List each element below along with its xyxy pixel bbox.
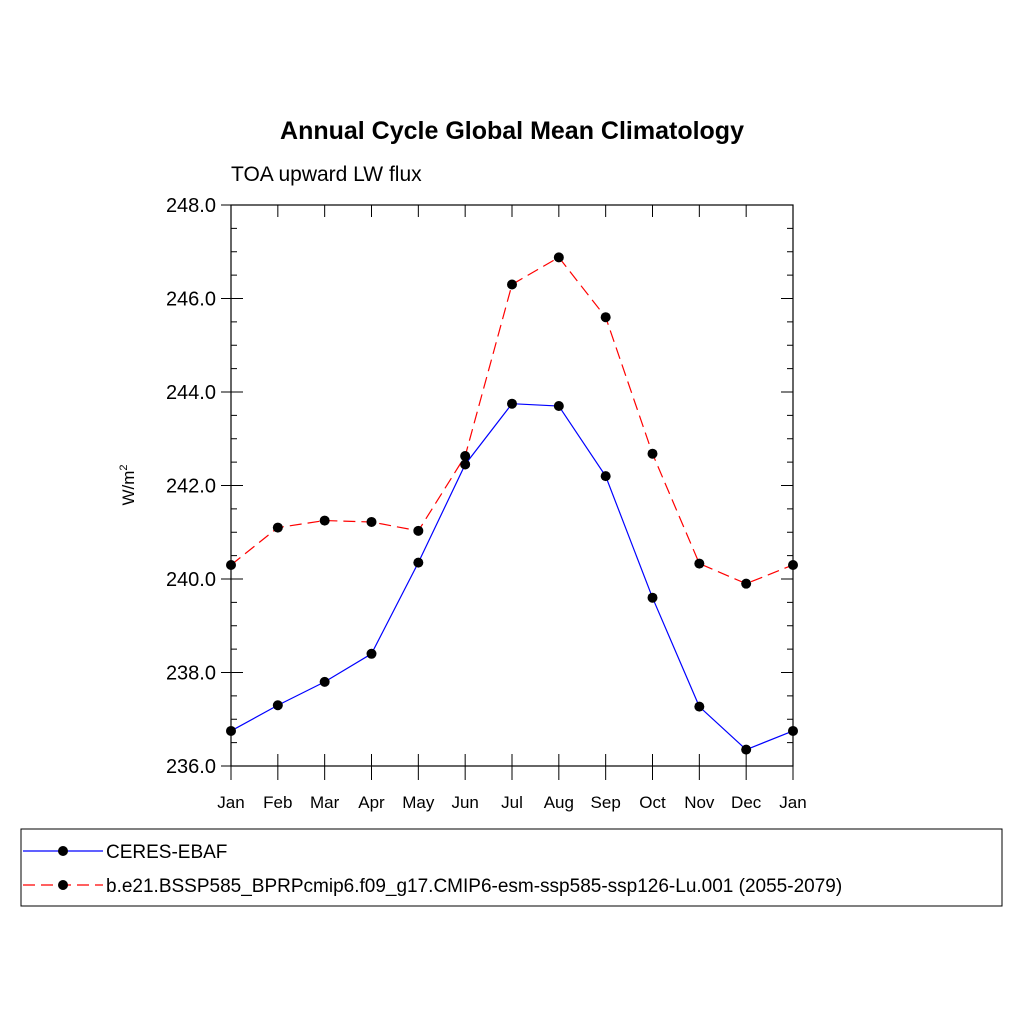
data-point-series-2 (553, 252, 564, 263)
y-tick-label: 240.0 (166, 569, 216, 591)
x-tick-labels: Jan Feb Mar Apr May Jun Jul Aug Sep Oct Nov Dec Jan (217, 793, 806, 812)
x-tick-label: Nov (684, 793, 715, 812)
legend-label-2: b.e21.BSSP585_BPRPcmip6.f09_g17.CMIP6-es… (106, 876, 842, 897)
data-point-series-1 (647, 592, 658, 603)
x-tick-label: Jan (217, 793, 244, 812)
legend-marker-2 (58, 880, 68, 890)
data-point-series-1 (319, 676, 330, 687)
x-tick-label: Aug (544, 793, 574, 812)
data-point-series-1 (460, 459, 471, 470)
data-point-series-1 (413, 557, 424, 568)
y-tick-label: 238.0 (166, 663, 216, 685)
data-point-series-1 (272, 700, 283, 711)
x-tick-label: Jun (451, 793, 478, 812)
y-axis-label-superscript: 2 (118, 464, 130, 470)
data-point-series-2 (507, 279, 517, 290)
chart-title: Annual Cycle Global Mean Climatology (280, 117, 744, 145)
x-tick-label: Feb (263, 793, 292, 812)
x-tick-label: Apr (358, 793, 385, 812)
data-point-series-1 (366, 648, 377, 659)
y-axis-label: W/m2 (118, 464, 138, 505)
data-point-series-1 (741, 744, 752, 755)
y-axis-label-base: W/m (119, 471, 138, 506)
data-point-series-1 (553, 401, 564, 412)
x-tick-label: Dec (731, 793, 762, 812)
y-tick-label: 244.0 (166, 382, 216, 404)
series-points (226, 252, 798, 755)
y-tick-label: 242.0 (166, 476, 216, 498)
y-tick-labels: 236.0 238.0 240.0 242.0 244.0 246.0 248.0 (166, 195, 216, 778)
data-point-series-1 (788, 725, 798, 736)
x-tick-label: May (402, 793, 435, 812)
series-line-1 (230, 403, 794, 751)
data-point-series-2 (460, 451, 471, 462)
data-point-series-2 (741, 578, 752, 589)
chart-subtitle: TOA upward LW flux (231, 163, 422, 186)
data-point-series-2 (788, 559, 798, 570)
legend-marker-1 (58, 846, 68, 856)
legend-box (20, 828, 1003, 907)
svg-text:W/m2: W/m2 (118, 464, 138, 505)
axis-ticks (221, 204, 794, 780)
data-point-series-1 (226, 725, 236, 736)
data-point-series-2 (694, 558, 705, 569)
data-point-series-2 (272, 522, 283, 533)
data-point-series-2 (413, 525, 424, 536)
data-point-series-2 (319, 515, 330, 526)
y-tick-label: 246.0 (166, 289, 216, 311)
data-point-series-2 (226, 559, 236, 570)
legend-label-1: CERES-EBAF (106, 842, 227, 863)
legend: CERES-EBAF b.e21.BSSP585_BPRPcmip6.f09_g1… (23, 842, 842, 897)
data-point-series-1 (600, 471, 611, 482)
data-point-series-2 (600, 312, 611, 323)
x-tick-label: Jan (779, 793, 806, 812)
data-point-series-2 (647, 448, 658, 459)
series-line-2 (230, 256, 794, 585)
x-tick-label: Jul (501, 793, 523, 812)
data-point-series-2 (366, 516, 377, 527)
y-tick-label: 248.0 (166, 195, 216, 217)
data-point-series-1 (507, 398, 517, 409)
series-lines (230, 256, 794, 751)
x-tick-label: Sep (591, 793, 621, 812)
data-point-series-1 (694, 701, 705, 712)
x-tick-label: Mar (310, 793, 340, 812)
x-tick-label: Oct (639, 793, 666, 812)
y-tick-label: 236.0 (166, 756, 216, 778)
